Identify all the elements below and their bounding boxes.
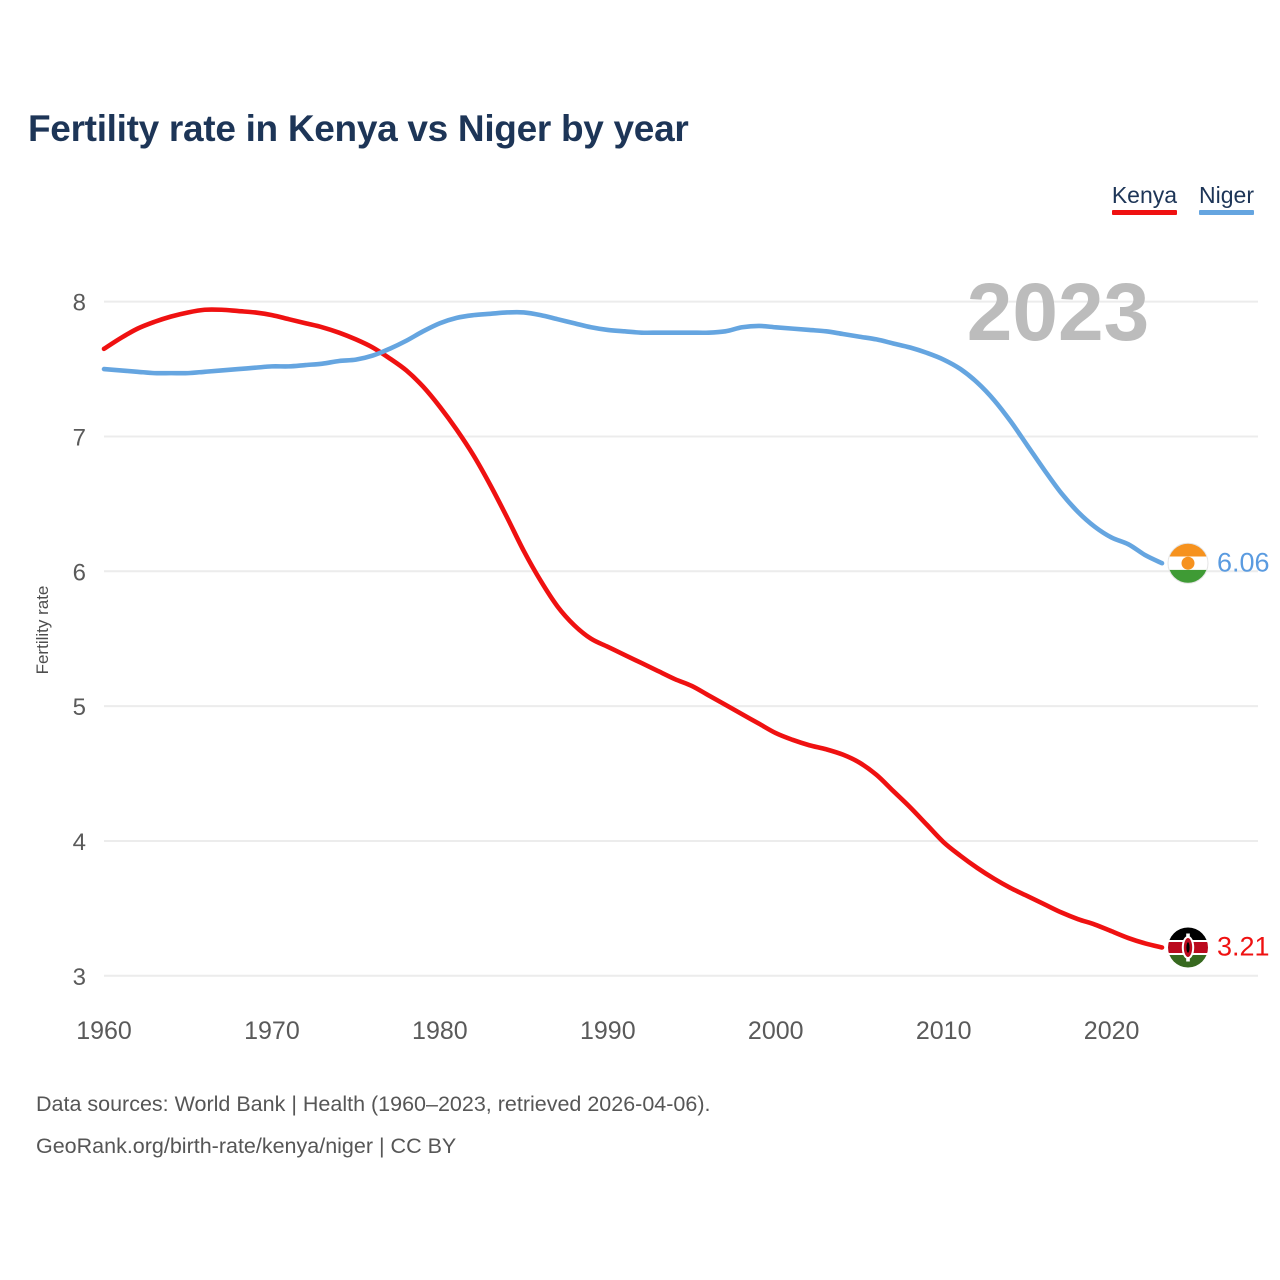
- legend-color-swatch-niger: [1199, 210, 1254, 215]
- kenya-flag-icon: [1168, 927, 1208, 968]
- y-tick-label: 8: [73, 290, 86, 317]
- chart-footer: Data sources: World Bank | Health (1960–…: [36, 1083, 710, 1167]
- y-tick-label: 4: [73, 829, 86, 856]
- legend-item-kenya[interactable]: Kenya: [1111, 182, 1178, 215]
- y-tick-label: 3: [73, 964, 86, 991]
- x-tick-label: 2010: [916, 1017, 972, 1045]
- legend-label-niger: Niger: [1199, 182, 1254, 208]
- kenya-endpoint-value: 3.21: [1217, 932, 1270, 962]
- series-lines-group: [101, 307, 1165, 950]
- series-line-kenya[interactable]: [101, 307, 1165, 950]
- x-tick-label: 1970: [244, 1017, 300, 1045]
- year-watermark: 2023: [967, 267, 1149, 358]
- page-title: Fertility rate in Kenya vs Niger by year: [28, 108, 689, 149]
- y-tick-label: 7: [73, 424, 86, 451]
- footer-attribution: GeoRank.org/birth-rate/kenya/niger | CC …: [36, 1134, 457, 1158]
- x-tick-label: 1980: [412, 1017, 468, 1045]
- niger-flag-icon: [1167, 542, 1209, 584]
- footer-data-sources: Data sources: World Bank | Health (1960–…: [36, 1092, 711, 1116]
- y-tick-label: 6: [73, 559, 86, 586]
- x-tick-label: 1960: [76, 1017, 132, 1045]
- y-tick-label: 5: [73, 694, 86, 721]
- gridlines-group: [104, 300, 1258, 977]
- kenya-endpoint-marker[interactable]: 3.21: [1168, 927, 1270, 968]
- flag-band: [1168, 569, 1208, 584]
- series-line-niger[interactable]: [101, 309, 1165, 566]
- x-tick-label: 2020: [1084, 1017, 1140, 1045]
- legend-label-kenya: Kenya: [1111, 182, 1178, 208]
- niger-endpoint-value: 6.06: [1217, 547, 1270, 577]
- flag-band: [1168, 543, 1208, 557]
- chart-legend: Kenya Niger: [1111, 182, 1254, 215]
- y-axis-title: Fertility rate: [33, 586, 52, 675]
- kenya-shield-part: [1186, 942, 1190, 953]
- x-axis-ticks: 1960 1970 1980 1990 2000 2010 2020: [76, 1017, 1139, 1045]
- x-tick-label: 1990: [580, 1017, 636, 1045]
- y-axis-ticks: 3 4 5 6 7 8: [73, 290, 86, 991]
- niger-endpoint-marker[interactable]: 6.06: [1167, 542, 1270, 584]
- legend-item-niger[interactable]: Niger: [1199, 182, 1254, 215]
- legend-color-swatch-kenya: [1111, 210, 1178, 215]
- x-tick-label: 2000: [748, 1017, 804, 1045]
